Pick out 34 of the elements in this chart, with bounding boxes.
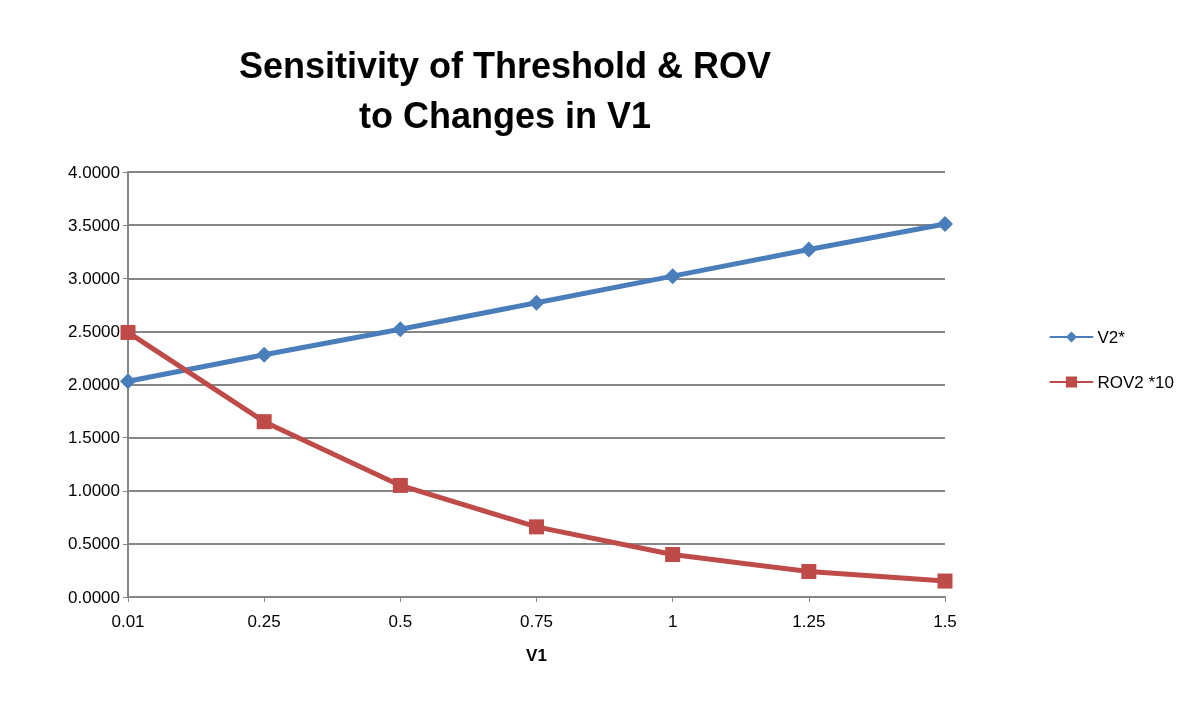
point	[664, 268, 681, 285]
y-tick-label: 0.0000	[68, 587, 120, 607]
point	[120, 373, 136, 390]
y-tick-label: 4.0000	[68, 162, 120, 182]
x-tick-label: 1.25	[792, 612, 826, 631]
point	[120, 324, 136, 340]
point	[937, 216, 953, 233]
x-tick-label: 1	[667, 612, 678, 631]
x-tick-label: 0.25	[247, 612, 281, 631]
point	[392, 321, 409, 338]
point	[256, 414, 272, 430]
y-tick-label: 3.5000	[68, 215, 120, 235]
x-tick-label: 0.75	[519, 612, 554, 631]
x-axis-title: V1	[526, 646, 547, 665]
point	[256, 346, 273, 363]
legend-label: ROV2 *10	[1097, 372, 1175, 392]
x-tick-label: 0.01	[111, 612, 145, 631]
point	[801, 564, 817, 579]
y-tick-label: 2.5000	[68, 321, 120, 341]
x-tick-label: 1.5	[933, 612, 957, 631]
legend-label: V2*	[1097, 327, 1126, 347]
point	[800, 241, 817, 258]
y-tick-label: 0.5000	[68, 534, 120, 554]
point	[529, 519, 544, 535]
point	[528, 294, 545, 311]
chart-title: Sensitivity of Threshold & ROV to Changes in V1	[238, 44, 772, 136]
point	[937, 573, 953, 589]
y-tick-label: 3.0000	[68, 268, 120, 288]
point	[665, 547, 681, 562]
y-tick-label: 2.0000	[68, 375, 120, 394]
y-tick-label: 1.5000	[68, 428, 120, 448]
x-tick-label: 0.5	[388, 612, 413, 631]
point	[392, 477, 408, 493]
y-tick-label: 1.0000	[68, 481, 120, 501]
